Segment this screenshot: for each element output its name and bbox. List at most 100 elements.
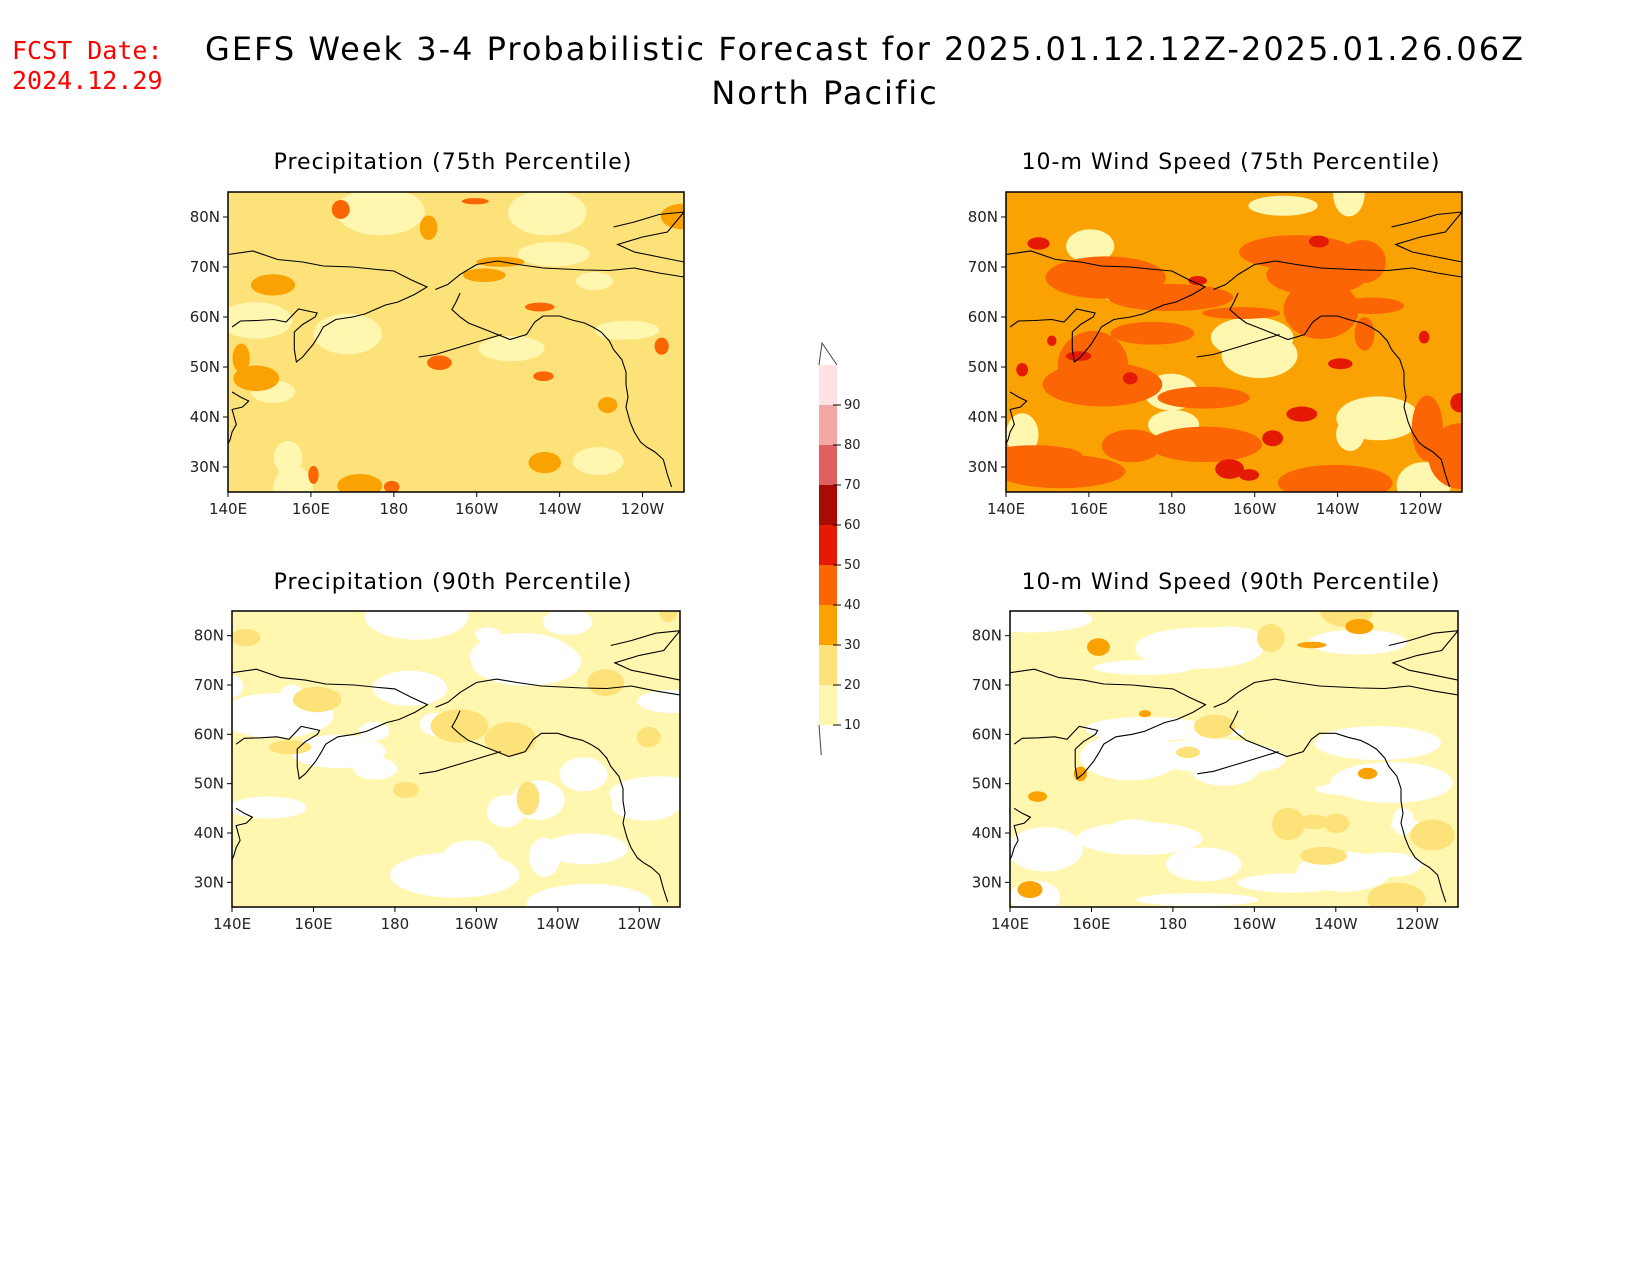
map-frame: [231, 610, 681, 908]
field-patch-mid: [516, 781, 540, 816]
coastlines: [232, 630, 680, 903]
y-tick-label: 50N: [194, 775, 224, 793]
x-tick-label: 160W: [1233, 915, 1277, 933]
field-patch-low: [594, 321, 648, 340]
x-tick-label: 120W: [621, 500, 665, 518]
coastline: [1391, 211, 1462, 263]
x-tick-label: 140W: [1316, 500, 1360, 518]
field-patch-high: [308, 465, 319, 484]
field-patch-mid: [1272, 807, 1305, 841]
colorbar-cap-top: [818, 341, 838, 366]
field-patch-mid: [430, 709, 489, 743]
colorbar-label: 40: [844, 598, 861, 613]
x-tick-label: 140W: [536, 915, 580, 933]
coastline: [232, 668, 429, 780]
field-patch-low: [364, 611, 469, 640]
field-patch-high: [461, 198, 489, 205]
x-tick-label: 140E: [987, 500, 1025, 518]
x-tick-label: 140E: [991, 915, 1029, 933]
y-tick-label: 50N: [968, 358, 998, 376]
field-patch-high: [654, 337, 669, 355]
field-patch-low: [1076, 821, 1203, 855]
map-wind-90: 140E 160E 180 160W 140W 120W 80N 70N 60N 50N 40N 30…: [972, 610, 1459, 933]
field-patch-low: [1165, 847, 1242, 882]
field-patch-low: [1392, 807, 1415, 836]
field-patch-low: [1330, 762, 1453, 803]
field-patch-low: [273, 465, 314, 492]
map-frame: [227, 191, 685, 493]
colorbar-swatch: [819, 645, 837, 685]
y-tick-label: 60N: [190, 308, 220, 326]
field-patch-mid: [660, 203, 684, 230]
y-tick-label: 70N: [190, 258, 220, 276]
panel-title: 10-m Wind Speed (90th Percentile): [1021, 570, 1441, 595]
coastlines: [1006, 211, 1462, 488]
field-patch-mid: [292, 686, 342, 713]
field-patch-low: [543, 833, 628, 865]
field-patch-mid: [1157, 386, 1250, 409]
shaded-field: [232, 611, 680, 907]
field-patch-low: [1308, 629, 1408, 655]
y-tick-label: 30N: [194, 873, 224, 891]
field-patch-mid: [659, 611, 678, 623]
y-tick-label: 60N: [968, 308, 998, 326]
field-patch-high: [1450, 393, 1462, 413]
field-patch-mid: [1323, 813, 1350, 834]
field-patch-low: [1010, 827, 1083, 872]
field-patch-mid: [528, 451, 562, 474]
coastline: [419, 751, 501, 775]
forecast-date-value: 2024.12.29: [12, 66, 163, 95]
field-patch-high: [383, 480, 400, 492]
field-patch-high: [1066, 351, 1092, 362]
field-patch-low: [633, 777, 662, 816]
x-tick-label: 160E: [292, 500, 330, 518]
y-tick-label: 40N: [972, 824, 1002, 842]
coastline: [1213, 678, 1458, 708]
y-tick-label: 40N: [968, 408, 998, 426]
x-tick-label: 140E: [209, 500, 247, 518]
coastline: [613, 211, 684, 263]
coastline: [228, 391, 250, 445]
coastline: [232, 807, 254, 860]
field-patch-low: [441, 840, 500, 881]
field-patch-low: [1109, 819, 1158, 837]
y-tick-label: 80N: [972, 627, 1002, 645]
panel-title: Precipitation (90th Percentile): [273, 570, 633, 595]
coastline: [1229, 292, 1451, 488]
x-tick-label: 180: [379, 500, 408, 518]
coastlines: [228, 211, 684, 488]
field-patch-high: [331, 199, 350, 219]
field-patch-mid: [268, 740, 312, 755]
field-patch-high: [533, 371, 554, 382]
field-patch-mid: [393, 781, 419, 798]
colorbar-swatch: [819, 365, 837, 405]
field-patch-high: [1357, 767, 1378, 780]
field-patch-mid: [1148, 426, 1263, 463]
field-patch-high: [1047, 335, 1057, 347]
field-patch-high: [1016, 363, 1029, 377]
panel-precip-90: Precipitation (90th Percentile) 140E 160E…: [194, 570, 698, 940]
field-patch-low: [637, 689, 680, 713]
field-patch-low: [469, 632, 575, 681]
field-patch-high: [1309, 235, 1329, 248]
field-patch-low: [575, 271, 613, 291]
field-patch-mid: [484, 721, 537, 756]
field-patch-mid: [419, 215, 438, 240]
colorbar-swatch: [819, 685, 837, 725]
x-tick-label: 120W: [1399, 500, 1443, 518]
field-patch-mid: [250, 274, 296, 296]
colorbar: 10 20 30 40 50 60 70 80 90: [818, 341, 861, 755]
panel-title: 10-m Wind Speed (75th Percentile): [1021, 150, 1441, 175]
field-patch-mid: [337, 474, 383, 492]
field-patch-mid: [1354, 317, 1375, 351]
colorbar-swatch: [819, 605, 837, 645]
colorbar-swatch: [819, 445, 837, 485]
field-patch-low: [372, 670, 447, 707]
coastline: [1006, 250, 1207, 364]
colorbar-label: 60: [844, 518, 861, 533]
y-tick-label: 80N: [194, 627, 224, 645]
region-title: North Pacific: [711, 74, 939, 112]
field-patch-low: [1314, 726, 1442, 761]
coastline: [1006, 391, 1028, 445]
y-tick-label: 30N: [190, 458, 220, 476]
